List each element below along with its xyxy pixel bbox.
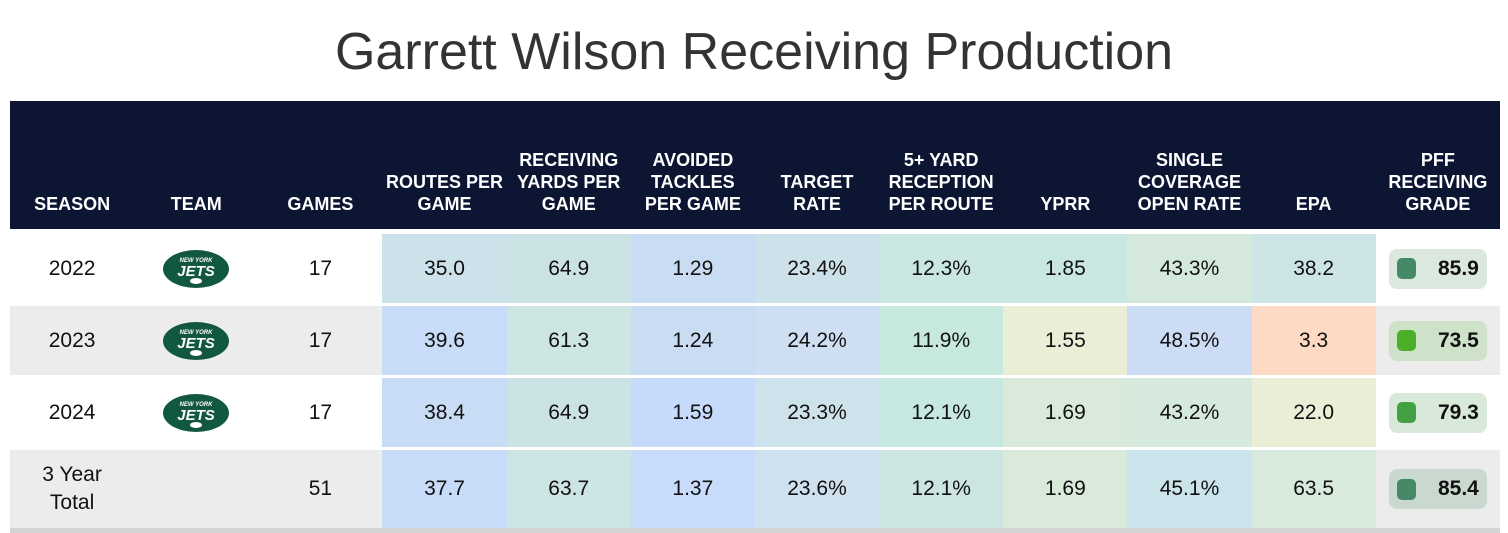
grade-value: 73.5	[1437, 328, 1479, 352]
column-header[interactable]: GAMES	[258, 101, 383, 229]
grade-cell: 85.4	[1375, 447, 1500, 533]
grade-value: 85.4	[1437, 477, 1479, 500]
target-cell: 23.6%	[754, 447, 880, 533]
grade-value: 79.3	[1437, 400, 1479, 424]
grade-badge: 73.5	[1388, 320, 1487, 361]
season-cell: 2024	[10, 375, 135, 447]
column-header[interactable]: SEASON	[10, 101, 135, 229]
single_cov-cell: 45.1%	[1127, 447, 1252, 533]
table-row: 3 Year Total 51 37.7 63.7 1.37 23.6% 12.1% 1.69 4…	[10, 447, 1500, 533]
avoided-cell: 1.24	[630, 303, 755, 375]
routes-cell: 37.7	[382, 447, 507, 533]
five_plus-cell: 12.1%	[879, 447, 1004, 533]
season-cell: 3 Year Total	[10, 447, 135, 533]
grade-badge: 85.9	[1388, 248, 1487, 289]
season-cell: 2022	[10, 229, 135, 303]
column-header[interactable]: ROUTES PER GAME	[382, 101, 507, 229]
yprr-cell: 1.69	[1003, 375, 1128, 447]
yprr-cell: 1.55	[1003, 303, 1128, 375]
five_plus-cell: 11.9%	[879, 303, 1004, 375]
single_cov-cell: 43.2%	[1127, 375, 1252, 447]
routes-cell: 39.6	[382, 303, 507, 375]
column-header[interactable]: TEAM	[134, 101, 259, 229]
epa-cell: 38.2	[1251, 229, 1376, 303]
grade-badge: 85.4	[1388, 469, 1487, 509]
column-header[interactable]: EPA	[1251, 101, 1376, 229]
team-cell	[134, 447, 259, 533]
team-cell: NEW YORK JETS	[134, 229, 259, 303]
svg-text:JETS: JETS	[177, 407, 215, 424]
svg-text:NEW YORK: NEW YORK	[180, 402, 214, 408]
receiving-stats-table: SEASON TEAM GAMES ROUTES PER GAME RECEIVING …	[10, 101, 1500, 533]
games-cell: 17	[258, 229, 383, 303]
grade-value: 85.9	[1437, 256, 1479, 280]
grade-color-icon	[1396, 478, 1416, 500]
svg-text:JETS: JETS	[177, 335, 215, 352]
column-header[interactable]: PFF RECEIVING GRADE	[1375, 101, 1500, 229]
target-cell: 24.2%	[754, 303, 880, 375]
svg-text:NEW YORK: NEW YORK	[180, 330, 214, 336]
svg-text:NEW YORK: NEW YORK	[180, 258, 214, 264]
target-cell: 23.3%	[754, 375, 880, 447]
rec_yds-cell: 64.9	[506, 229, 631, 303]
page-title: Garrett Wilson Receiving Production	[334, 23, 1174, 81]
team-cell: NEW YORK JETS	[134, 303, 259, 375]
routes-cell: 38.4	[382, 375, 507, 447]
column-header[interactable]: SINGLE COVERAGE OPEN RATE	[1127, 101, 1252, 229]
grade-color-icon	[1396, 330, 1416, 351]
grade-cell: 79.3	[1375, 375, 1500, 447]
routes-cell: 35.0	[382, 229, 507, 303]
season-cell: 2023	[10, 303, 135, 375]
grade-color-icon	[1396, 258, 1416, 279]
epa-cell: 63.5	[1251, 447, 1376, 533]
column-header[interactable]: 5+ YARD RECEPTION PER ROUTE	[879, 101, 1004, 229]
five_plus-cell: 12.3%	[879, 229, 1004, 303]
rec_yds-cell: 61.3	[506, 303, 631, 375]
avoided-cell: 1.29	[630, 229, 755, 303]
single_cov-cell: 43.3%	[1127, 229, 1252, 303]
table-row: 2023 NEW YORK JETS 17 39.6 61.3 1.24 24.2% 11.9%…	[10, 303, 1500, 375]
epa-cell: 3.3	[1251, 303, 1376, 375]
target-cell: 23.4%	[754, 229, 880, 303]
yprr-cell: 1.69	[1003, 447, 1128, 533]
table-row: 2022 NEW YORK JETS 17 35.0 64.9 1.29 23.4% 12.3%…	[10, 229, 1500, 303]
grade-color-icon	[1396, 402, 1416, 423]
games-cell: 51	[258, 447, 383, 533]
grade-badge: 79.3	[1388, 392, 1487, 433]
epa-cell: 22.0	[1251, 375, 1376, 447]
rec_yds-cell: 64.9	[506, 375, 631, 447]
single_cov-cell: 48.5%	[1127, 303, 1252, 375]
five_plus-cell: 12.1%	[879, 375, 1004, 447]
grade-cell: 85.9	[1375, 229, 1500, 303]
table-row: 2024 NEW YORK JETS 17 38.4 64.9 1.59 23.3% 12.1%…	[10, 375, 1500, 447]
column-header[interactable]: YPRR	[1003, 101, 1128, 229]
team-cell: NEW YORK JETS	[134, 375, 259, 447]
column-header[interactable]: RECEIVING YARDS PER GAME	[506, 101, 631, 229]
games-cell: 17	[258, 303, 383, 375]
grade-cell: 73.5	[1375, 303, 1500, 375]
svg-text:JETS: JETS	[177, 263, 215, 280]
column-header[interactable]: TARGET RATE	[754, 101, 880, 229]
games-cell: 17	[258, 375, 383, 447]
column-header[interactable]: AVOIDED TACKLES PER GAME	[630, 101, 755, 229]
avoided-cell: 1.59	[630, 375, 755, 447]
rec_yds-cell: 63.7	[506, 447, 631, 533]
avoided-cell: 1.37	[630, 447, 755, 533]
yprr-cell: 1.85	[1003, 229, 1128, 303]
